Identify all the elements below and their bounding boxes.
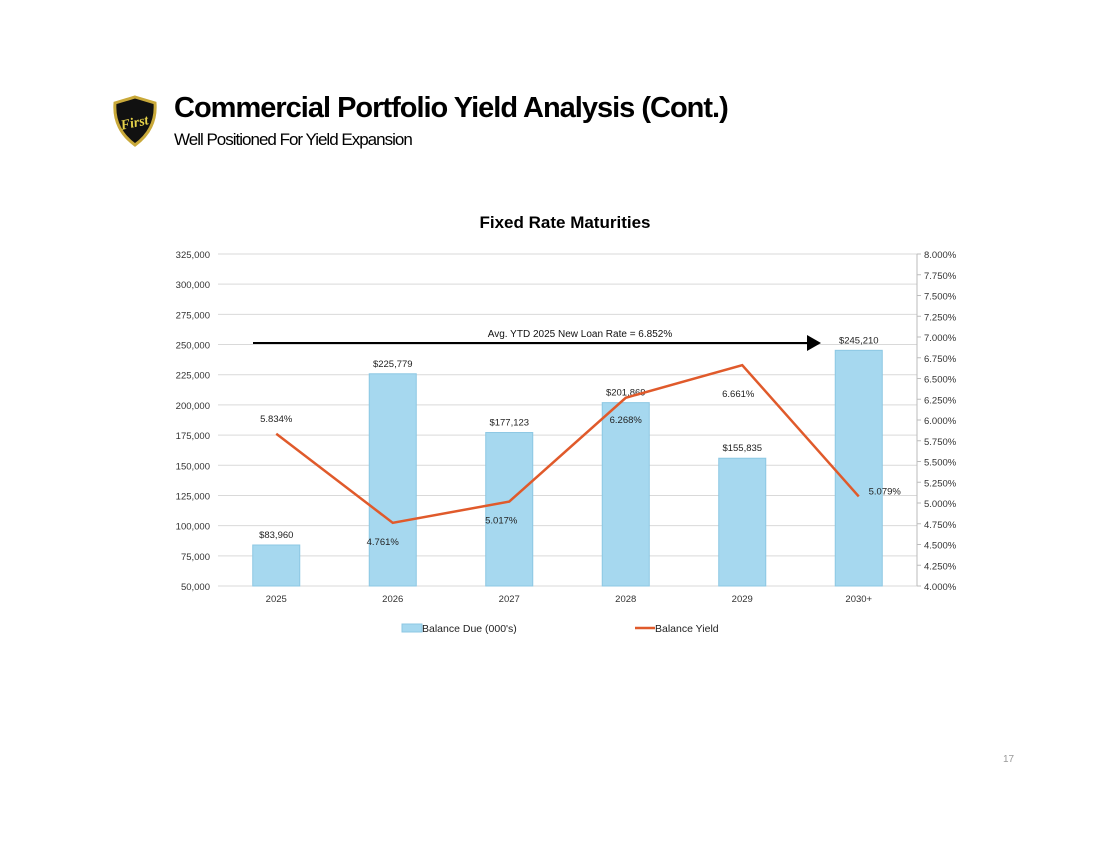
right-tick-label: 8.000%	[924, 250, 957, 261]
left-tick-label: 175,000	[176, 431, 210, 442]
x-tick-label: 2027	[499, 594, 520, 605]
x-tick-label: 2025	[266, 594, 287, 605]
left-tick-label: 275,000	[176, 310, 210, 321]
right-tick-label: 7.500%	[924, 292, 957, 303]
bar-data-label: $155,835	[722, 443, 762, 454]
right-tick-label: 6.250%	[924, 395, 957, 406]
page-subtitle: Well Positioned For Yield Expansion	[174, 130, 413, 149]
right-tick-label: 5.250%	[924, 478, 957, 489]
bar-2025	[252, 544, 301, 587]
bar-data-label: $225,779	[373, 359, 413, 370]
right-tick-label: 7.250%	[924, 312, 957, 323]
bar-data-label: $245,210	[839, 335, 879, 346]
right-tick-label: 6.500%	[924, 375, 957, 386]
bar-2029	[718, 457, 767, 587]
left-tick-label: 100,000	[176, 522, 210, 533]
left-tick-label: 75,000	[181, 552, 210, 563]
line-data-label: 5.834%	[260, 414, 293, 425]
left-tick-label: 325,000	[176, 250, 210, 261]
svg-text:First: First	[118, 113, 151, 134]
right-tick-label: 6.000%	[924, 416, 957, 427]
first-logo: First	[113, 95, 157, 147]
avg-loan-rate-annotation: Avg. YTD 2025 New Loan Rate = 6.852%	[488, 329, 673, 340]
right-tick-label: 7.000%	[924, 333, 957, 344]
left-tick-label: 50,000	[181, 582, 210, 593]
right-tick-label: 5.500%	[924, 458, 957, 469]
bar-2030+	[834, 349, 883, 587]
bar-2027	[485, 432, 534, 587]
line-data-label: 5.017%	[485, 516, 518, 527]
right-tick-label: 5.000%	[924, 499, 957, 510]
x-tick-label: 2028	[615, 594, 636, 605]
page-number: 17	[1003, 754, 1015, 765]
x-tick-label: 2026	[382, 594, 403, 605]
left-tick-label: 300,000	[176, 280, 210, 291]
right-tick-label: 4.000%	[924, 582, 957, 593]
left-tick-label: 250,000	[176, 341, 210, 352]
legend-line-label: Balance Yield	[655, 623, 719, 635]
legend-bar-label: Balance Due (000's)	[422, 623, 517, 635]
bar-data-label: $177,123	[489, 418, 529, 429]
line-data-label: 6.268%	[610, 415, 643, 426]
right-tick-label: 5.750%	[924, 437, 957, 448]
bar-data-label: $201,869	[606, 388, 646, 399]
left-tick-label: 200,000	[176, 401, 210, 412]
left-tick-label: 150,000	[176, 461, 210, 472]
x-tick-label: 2030+	[845, 594, 872, 605]
left-tick-label: 125,000	[176, 491, 210, 502]
page-title: Commercial Portfolio Yield Analysis (Con…	[174, 92, 729, 124]
right-tick-label: 4.750%	[924, 520, 957, 531]
left-tick-label: 225,000	[176, 371, 210, 382]
right-tick-label: 4.250%	[924, 561, 957, 572]
balance-yield-line	[275, 363, 860, 525]
legend-bar-swatch	[401, 623, 423, 633]
right-tick-label: 7.750%	[924, 271, 957, 282]
chart-title: Fixed Rate Maturities	[480, 213, 651, 232]
right-tick-label: 4.500%	[924, 541, 957, 552]
bar-data-label: $83,960	[259, 530, 293, 541]
line-data-label: 6.661%	[722, 389, 755, 400]
bar-2026	[368, 373, 417, 587]
line-data-label: 5.079%	[869, 486, 902, 497]
x-tick-label: 2029	[732, 594, 753, 605]
bar-2028	[601, 402, 650, 587]
right-tick-label: 6.750%	[924, 354, 957, 365]
line-data-label: 4.761%	[367, 537, 400, 548]
